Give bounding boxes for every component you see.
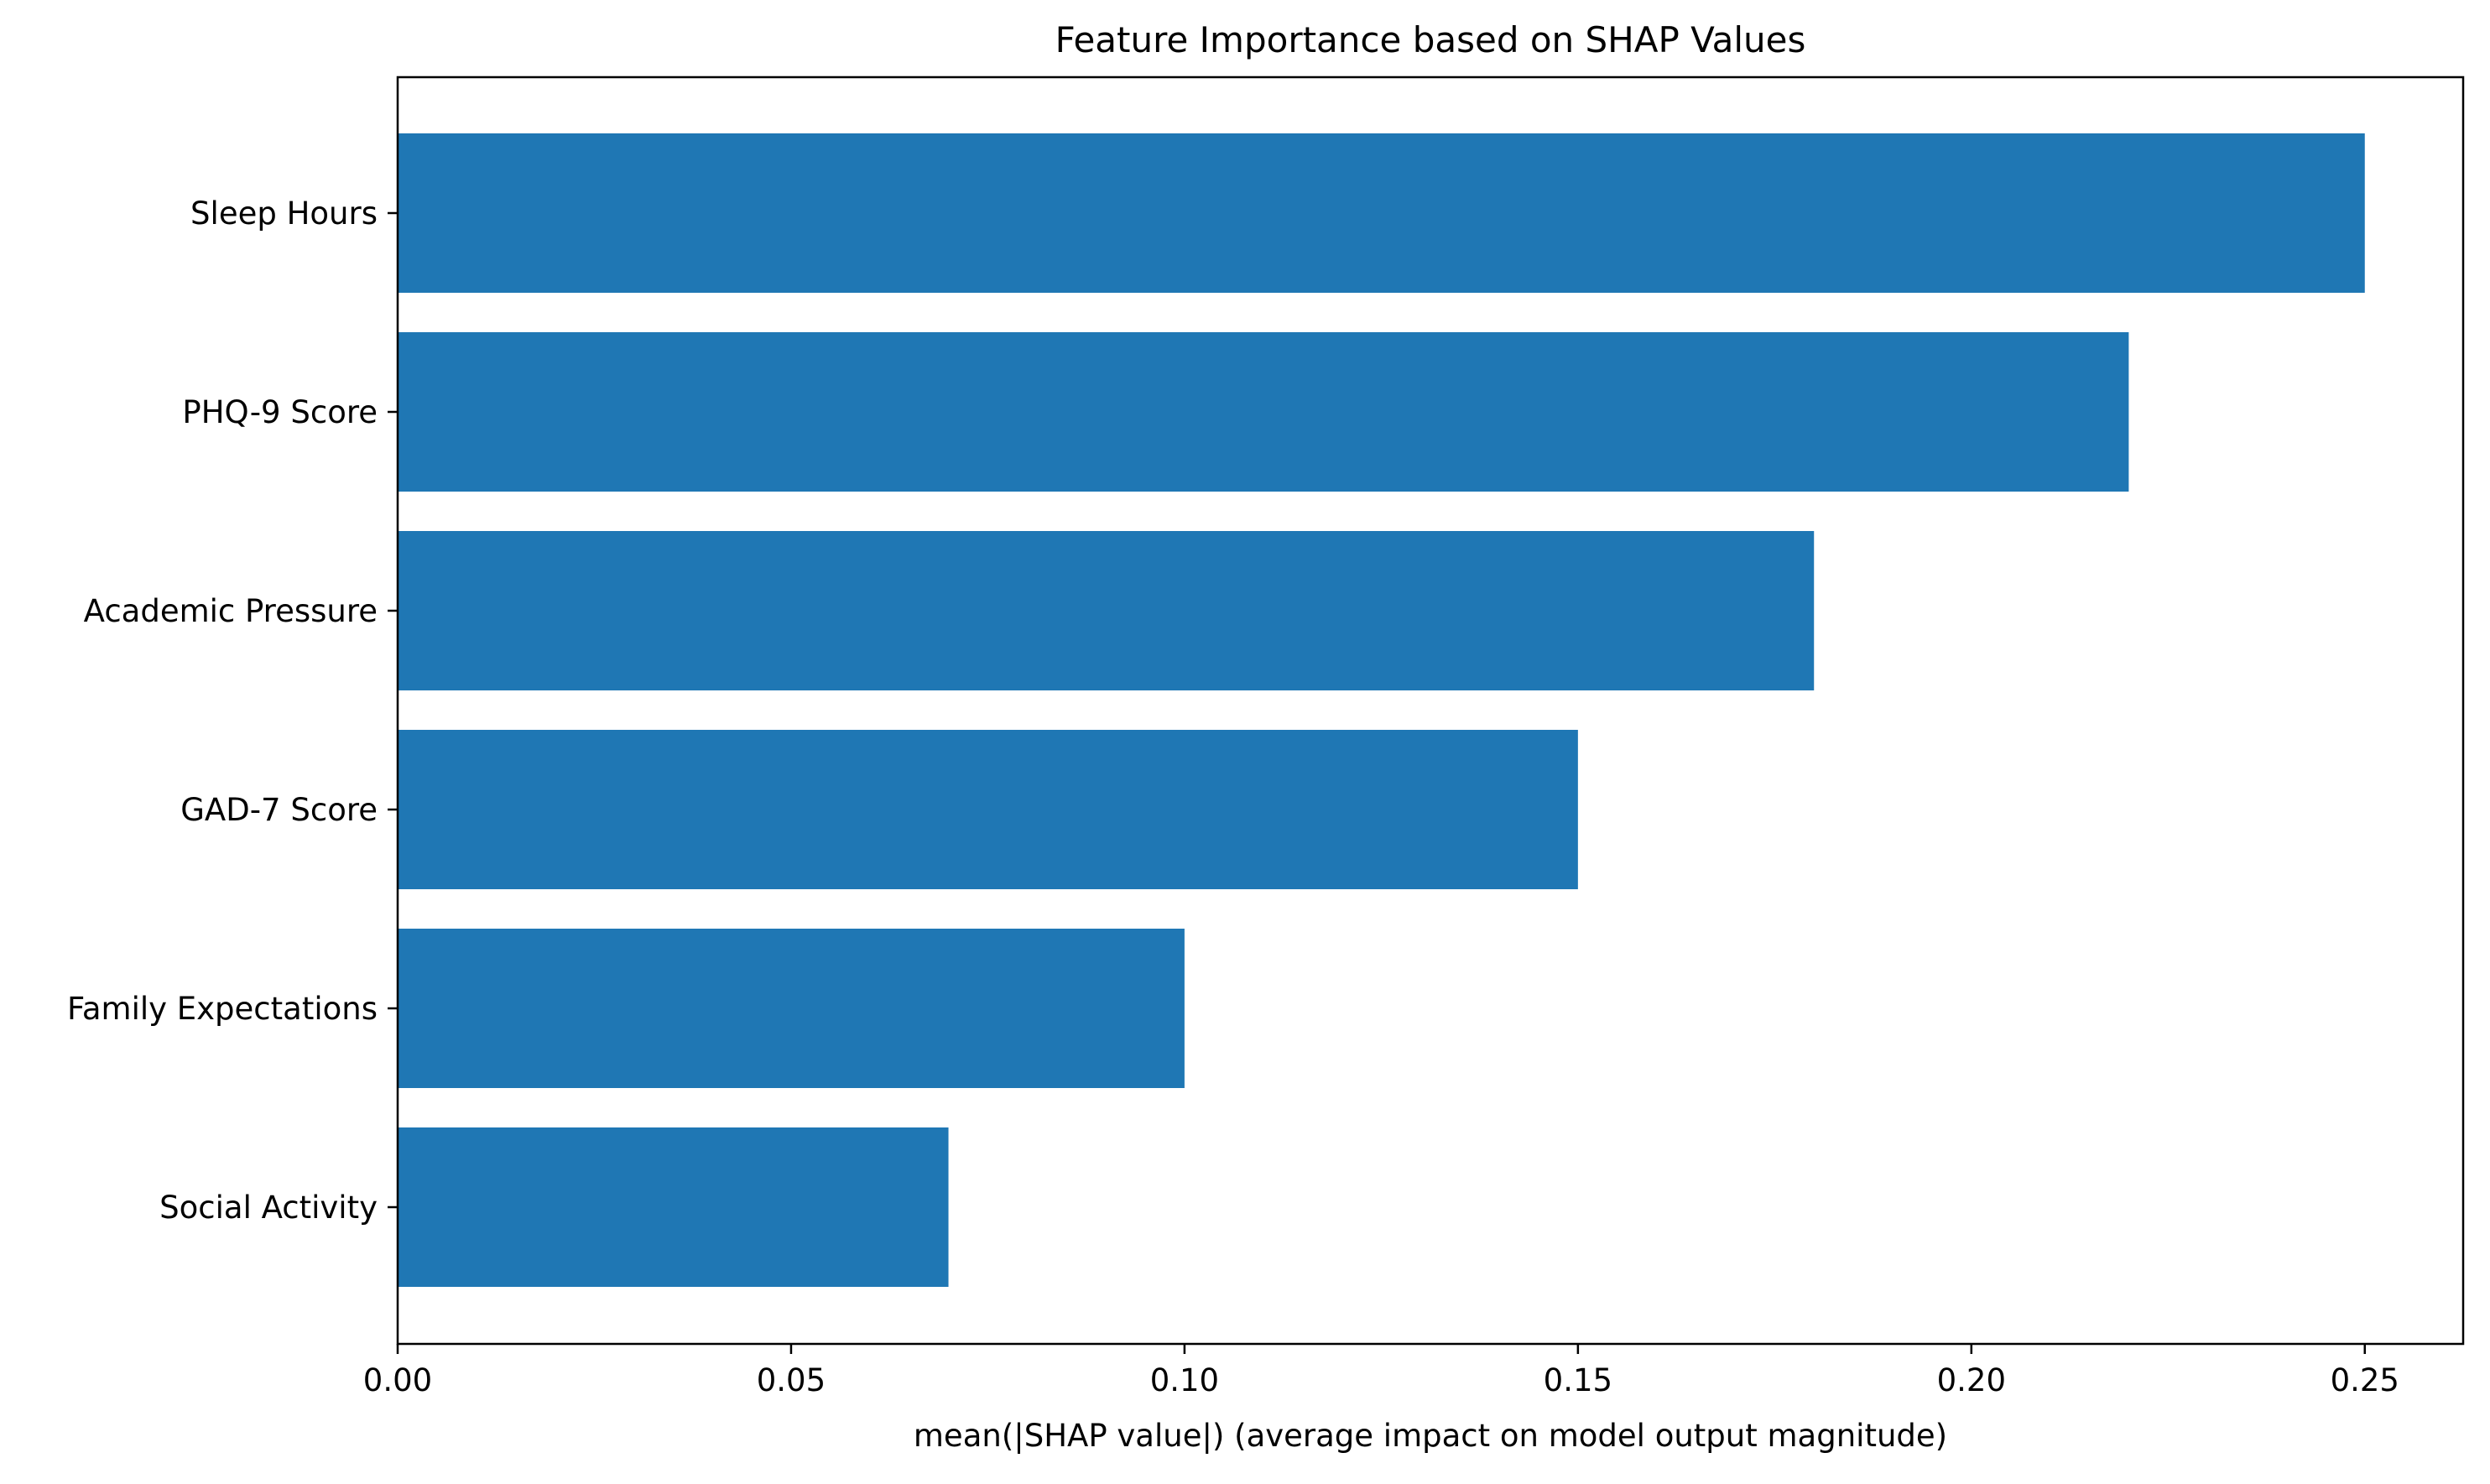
x-axis-label: mean(|SHAP value|) (average impact on mo…	[914, 1418, 1947, 1454]
plot-frame	[396, 76, 2465, 1346]
y-tick-label: Sleep Hours	[190, 195, 378, 232]
bars-layer	[398, 133, 2365, 1287]
x-tick-label: 0.20	[1937, 1362, 2006, 1398]
y-tick-label: Family Expectations	[67, 991, 378, 1027]
bar-family-expectations	[398, 929, 1185, 1088]
x-tick-label: 0.15	[1544, 1362, 1612, 1398]
bar-academic-pressure	[398, 531, 1815, 690]
x-tick-label: 0.10	[1150, 1362, 1219, 1398]
x-axis: 0.00 0.05 0.10 0.15 0.20 0.25	[363, 1344, 2399, 1398]
x-tick-label: 0.00	[363, 1362, 432, 1398]
bar-social-activity	[398, 1127, 949, 1287]
chart-title: Feature Importance based on SHAP Values	[1055, 19, 1806, 60]
bar-sleep-hours	[398, 133, 2365, 293]
y-tick-label: Social Activity	[159, 1190, 378, 1226]
bar-gad-7-score	[398, 730, 1578, 889]
y-axis: Sleep Hours PHQ-9 Score Academic Pressure G…	[67, 195, 398, 1226]
x-tick-label: 0.25	[2331, 1362, 2399, 1398]
y-tick-label: GAD-7 Score	[180, 792, 378, 828]
x-tick-label: 0.05	[757, 1362, 826, 1398]
y-tick-label: PHQ-9 Score	[182, 394, 378, 430]
bar-phq-9-score	[398, 332, 2129, 492]
y-tick-label: Academic Pressure	[84, 593, 378, 629]
